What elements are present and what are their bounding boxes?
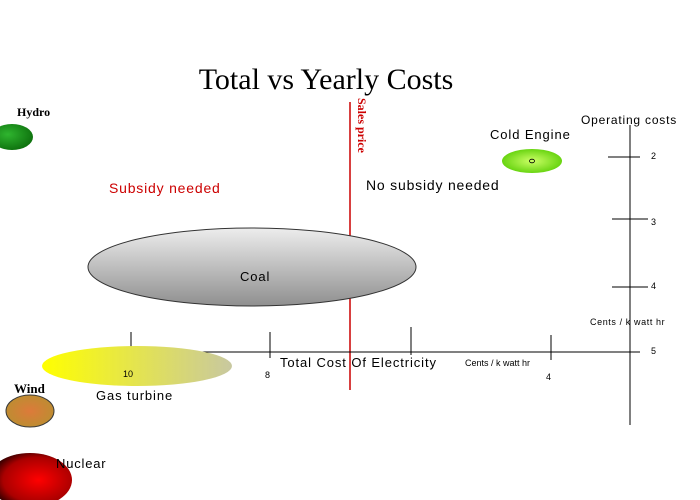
total-cost-tick-label-10: 10 — [123, 369, 133, 379]
gas-turbine-bubble — [42, 346, 232, 386]
operating-tick-label-5: 5 — [651, 346, 656, 356]
hydro-label: Hydro — [17, 105, 50, 119]
no-subsidy-needed-label: No subsidy needed — [366, 177, 499, 193]
total-cost-axis-label: Total Cost Of Electricity — [280, 355, 437, 370]
nuclear-bubble — [0, 453, 72, 500]
cold-engine-label: Cold Engine — [490, 127, 571, 142]
operating-axis-unit: Cents / k watt hr — [590, 317, 665, 327]
nuclear-label: Nuclear — [56, 456, 106, 471]
gas-turbine-label: Gas turbine — [96, 388, 173, 403]
wind-label: Wind — [14, 381, 46, 396]
operating-tick-label-2: 2 — [651, 151, 656, 161]
subsidy-needed-label: Subsidy needed — [109, 180, 221, 196]
operating-costs-label: Operating costs — [581, 113, 677, 127]
operating-tick-label-4: 4 — [651, 281, 656, 291]
total-cost-axis-unit: Cents / k watt hr — [465, 358, 530, 368]
operating-tick-label-3: 3 — [651, 217, 656, 227]
diagram-title: Total vs Yearly Costs — [199, 63, 454, 96]
total-cost-tick-label-4: 4 — [546, 372, 551, 382]
sales-price-label: Sales price — [355, 98, 369, 154]
total-cost-tick-label-8: 8 — [265, 370, 270, 380]
cold-engine-bubble — [502, 149, 562, 173]
cold-engine-marker — [529, 158, 535, 164]
wind-bubble — [5, 394, 55, 428]
coal-bubble — [87, 227, 417, 307]
coal-label: Coal — [240, 269, 270, 284]
hydro-bubble — [0, 124, 33, 150]
